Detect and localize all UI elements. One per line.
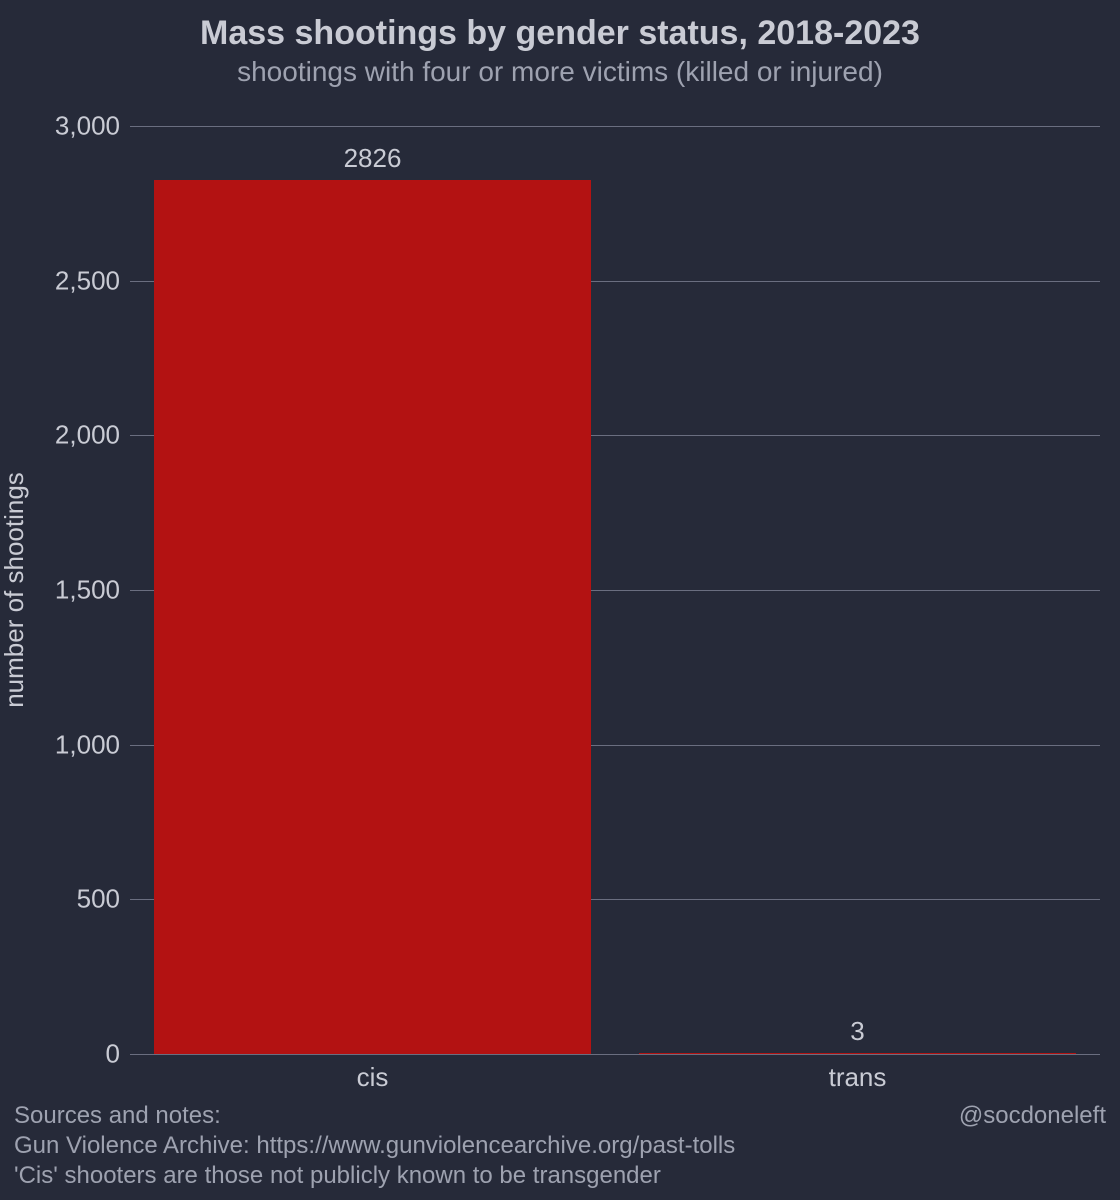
bar-cis xyxy=(154,180,591,1054)
footer-line-1: Gun Violence Archive: https://www.gunvio… xyxy=(14,1132,735,1160)
gridline xyxy=(130,126,1100,127)
y-tick-label: 3,000 xyxy=(30,111,120,142)
y-tick-label: 2,000 xyxy=(30,420,120,451)
y-tick-label: 2,500 xyxy=(30,265,120,296)
footer-line-0: Sources and notes: xyxy=(14,1102,221,1130)
footer-line-2: 'Cis' shooters are those not publicly kn… xyxy=(14,1162,661,1190)
chart-container: Mass shootings by gender status, 2018-20… xyxy=(0,0,1120,1200)
attribution-text: @socdoneleft xyxy=(959,1102,1106,1130)
y-tick-label: 1,500 xyxy=(30,575,120,606)
x-tick-label-trans: trans xyxy=(829,1062,887,1093)
chart-title: Mass shootings by gender status, 2018-20… xyxy=(0,14,1120,53)
x-tick-label-cis: cis xyxy=(357,1062,389,1093)
y-tick-label: 500 xyxy=(30,884,120,915)
bar-trans xyxy=(639,1053,1076,1054)
plot-area xyxy=(130,126,1100,1054)
y-axis-label: number of shootings xyxy=(0,472,30,708)
bar-value-label-trans: 3 xyxy=(850,1016,864,1047)
y-tick-label: 0 xyxy=(30,1039,120,1070)
bar-value-label-cis: 2826 xyxy=(344,143,402,174)
gridline xyxy=(130,1054,1100,1055)
chart-subtitle: shootings with four or more victims (kil… xyxy=(0,56,1120,88)
y-tick-label: 1,000 xyxy=(30,729,120,760)
